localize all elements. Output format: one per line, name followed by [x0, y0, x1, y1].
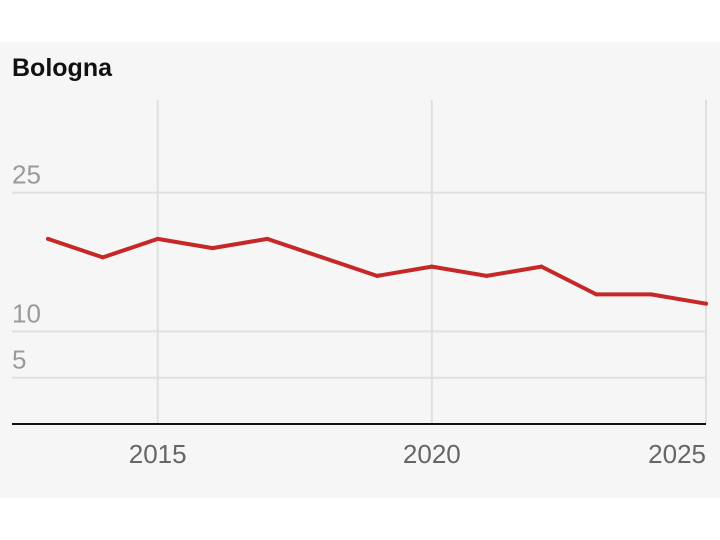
- x-tick-label-2015: 2015: [129, 439, 187, 469]
- data-point-2013: [46, 236, 50, 241]
- data-point-2016: [210, 246, 215, 251]
- data-point-2017: [265, 236, 270, 241]
- data-point-2023: [594, 292, 599, 297]
- data-point-2019: [375, 273, 379, 278]
- grid-lines: [12, 100, 707, 424]
- data-point-2025: [704, 301, 708, 306]
- y-tick-label-10: 10: [12, 298, 41, 328]
- series-layer: [46, 236, 708, 306]
- x-tick-label-2020: 2020: [403, 439, 461, 469]
- data-point-2018: [320, 255, 325, 260]
- tick-labels: 5 10 25 2015 2020 2025: [12, 160, 706, 469]
- data-point-2024: [649, 292, 654, 297]
- data-point-2014: [100, 255, 105, 260]
- data-point-2015: [155, 236, 160, 241]
- x-tick-label-2025: 2025: [648, 439, 706, 469]
- series-line-0: [46, 236, 708, 306]
- y-tick-label-5: 5: [12, 345, 26, 375]
- data-point-2020: [429, 264, 434, 269]
- chart-title: Bologna: [12, 54, 112, 82]
- y-tick-label-25: 25: [12, 160, 41, 190]
- data-point-2021: [484, 273, 489, 278]
- data-point-2022: [539, 264, 544, 269]
